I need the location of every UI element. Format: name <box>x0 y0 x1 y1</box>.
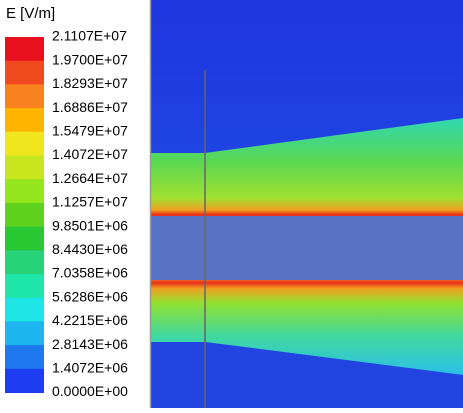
legend-label: 2.1107E+07 <box>52 28 127 44</box>
legend-label: 0.0000E+00 <box>52 383 128 399</box>
legend-swatch <box>5 250 44 275</box>
lower-background <box>150 342 463 408</box>
legend-swatch <box>5 321 44 346</box>
legend-swatch <box>5 345 44 370</box>
legend-swatch <box>5 226 44 251</box>
legend-swatch <box>5 155 44 180</box>
legend-label: 8.4430E+06 <box>52 241 128 257</box>
legend-title: E [V/m] <box>6 5 55 22</box>
legend-label: 1.5479E+07 <box>52 123 128 139</box>
legend-label: 5.6286E+06 <box>52 288 128 304</box>
legend-label: 1.9700E+07 <box>52 51 128 67</box>
legend-label: 1.4072E+07 <box>52 146 128 162</box>
legend-label: 2.8143E+06 <box>52 336 128 352</box>
legend-swatch <box>5 297 44 322</box>
legend-label: 9.8501E+06 <box>52 217 128 233</box>
legend-swatch <box>5 37 44 62</box>
legend-label: 1.8293E+07 <box>52 75 128 91</box>
legend-swatch <box>5 131 44 156</box>
legend-label: 4.2215E+06 <box>52 312 128 328</box>
legend-label: 1.4072E+06 <box>52 360 128 376</box>
upper-field-region <box>150 118 463 218</box>
legend-label: 1.2664E+07 <box>52 170 128 186</box>
legend-swatch <box>5 202 44 228</box>
center-channel <box>150 216 463 280</box>
legend-label: 7.0358E+06 <box>52 265 128 281</box>
legend-swatch <box>5 108 44 133</box>
legend-label: 1.6886E+07 <box>52 99 128 115</box>
legend-swatch <box>5 368 44 393</box>
legend-label: 1.1257E+07 <box>52 194 128 210</box>
legend-swatch <box>5 60 44 85</box>
lower-field-region <box>150 279 463 375</box>
legend-swatch <box>5 274 44 299</box>
legend-swatch <box>5 179 44 204</box>
legend-swatch <box>5 84 44 109</box>
